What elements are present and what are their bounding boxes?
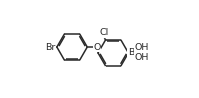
Text: Br: Br bbox=[45, 43, 55, 52]
Text: OH: OH bbox=[135, 53, 149, 62]
Text: OH: OH bbox=[134, 43, 149, 52]
Text: O: O bbox=[93, 43, 101, 52]
Text: Cl: Cl bbox=[100, 28, 109, 37]
Text: B: B bbox=[128, 48, 134, 57]
